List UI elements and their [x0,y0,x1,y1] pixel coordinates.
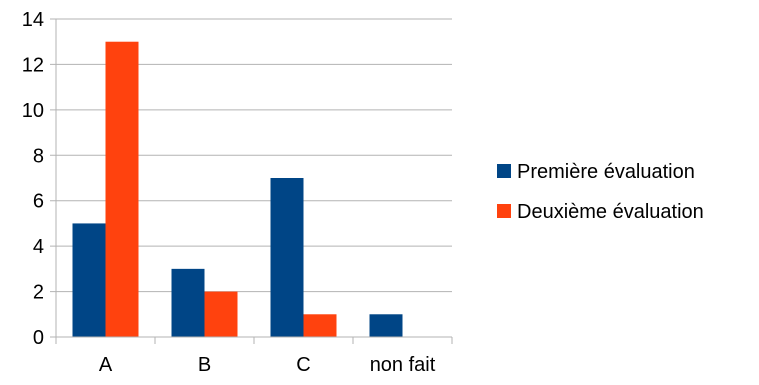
bar-deuxieme-a [105,41,139,337]
y-tick-label: 8 [33,145,44,167]
x-category-label: C [296,354,310,376]
y-axis-tick-labels: 0 2 4 6 8 10 12 14 [22,9,44,349]
y-tick-label: 14 [22,9,44,31]
axes [55,19,453,344]
y-tick-label: 12 [22,54,44,76]
bar-deuxieme-c [303,314,337,337]
x-category-label: non fait [370,354,436,376]
bars [72,41,403,337]
x-category-label: A [99,354,113,376]
y-tick-label: 6 [33,191,44,213]
legend-label: Deuxième évaluation [517,201,704,223]
bar-premiere-c [270,178,304,337]
legend: Première évaluation Deuxième évaluation [497,161,704,223]
y-tick-label: 2 [33,282,44,304]
legend-swatch [497,164,511,178]
legend-swatch [497,204,511,218]
y-tick-label: 4 [33,236,44,258]
bar-deuxieme-b [204,291,238,337]
bar-premiere-non-fait [369,314,403,337]
legend-label: Première évaluation [517,161,695,183]
x-category-label: B [198,354,211,376]
y-tick-label: 0 [33,327,44,349]
bar-premiere-a [72,223,106,337]
bar-premiere-b [171,268,205,337]
y-tick-label: 10 [22,100,44,122]
